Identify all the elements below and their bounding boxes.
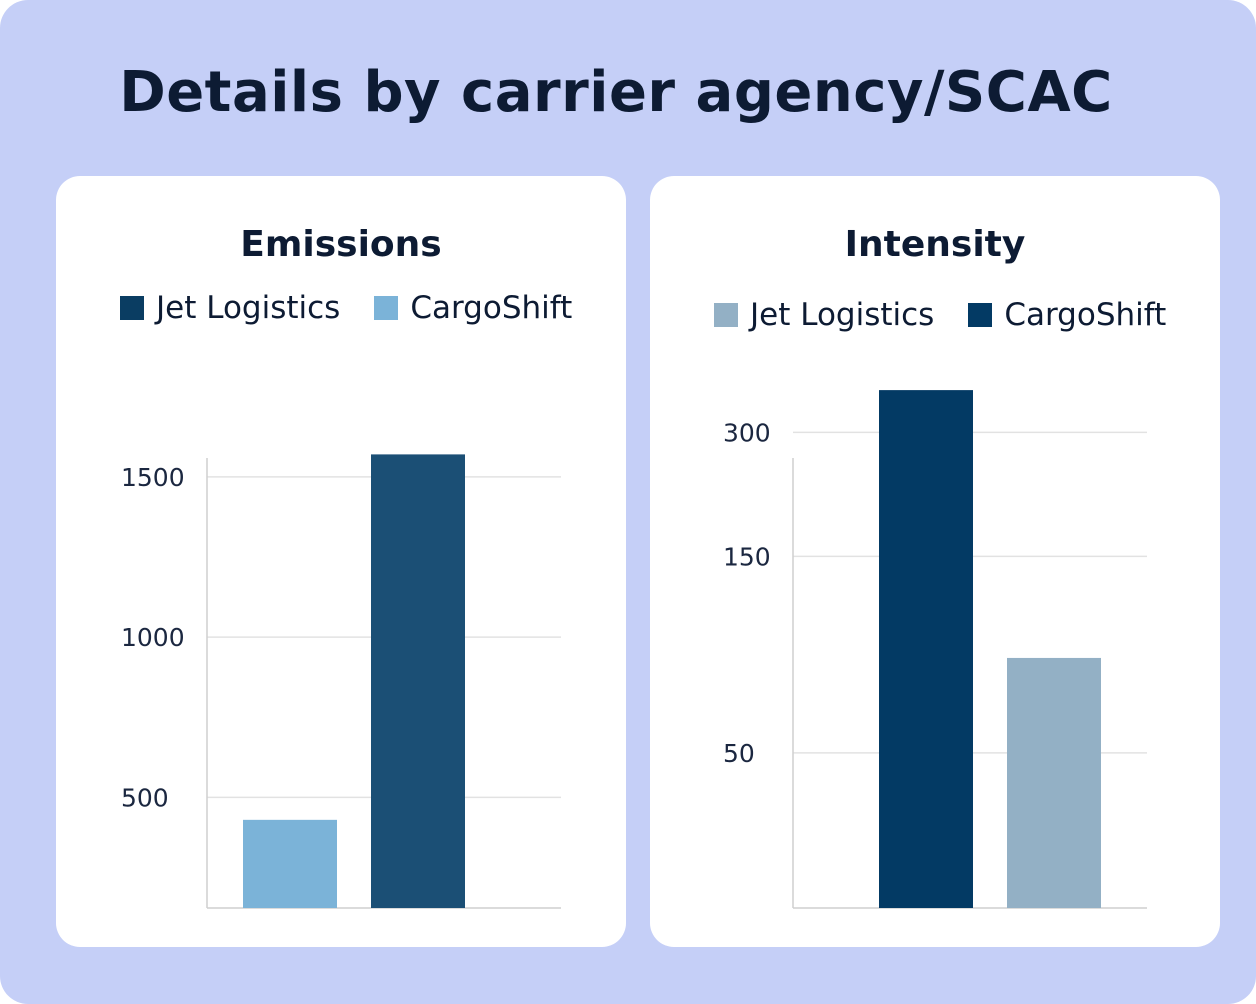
legend-item-cargoshift: CargoShift [374, 290, 572, 326]
intensity-legend: Jet Logistics CargoShift [714, 297, 1166, 333]
legend-item-cargoshift: CargoShift [968, 297, 1166, 333]
emissions-chart-title: Emissions [240, 224, 442, 265]
y-tick-label: 150 [723, 542, 771, 571]
intensity-chart-title: Intensity [844, 224, 1026, 265]
bar-jet-logistics [1007, 657, 1101, 908]
legend-label: Jet Logistics [750, 297, 935, 333]
y-tick-label: 50 [723, 739, 755, 768]
legend-swatch [968, 303, 993, 327]
legend-swatch [374, 296, 399, 320]
legend-swatch [120, 296, 144, 320]
legend-label: Jet Logistics [156, 290, 341, 326]
legend-label: CargoShift [410, 290, 573, 326]
emissions-legend: Jet Logistics CargoShift [120, 290, 572, 326]
legend-swatch [714, 303, 738, 327]
bar-cargoshift [243, 819, 337, 908]
bar-cargoshift [879, 390, 973, 908]
legend-label: CargoShift [1004, 297, 1167, 333]
emissions-card [56, 176, 626, 947]
page-title: Details by carrier agency/SCAC [119, 60, 1113, 125]
y-tick-label: 300 [723, 418, 771, 447]
legend-item-jet-logistics: Jet Logistics [714, 297, 934, 333]
y-tick-label: 1000 [121, 623, 185, 652]
y-tick-label: 500 [121, 783, 169, 812]
legend-item-jet-logistics: Jet Logistics [120, 290, 340, 326]
y-tick-label: 1500 [121, 463, 185, 492]
bar-jet-logistics [371, 454, 465, 908]
